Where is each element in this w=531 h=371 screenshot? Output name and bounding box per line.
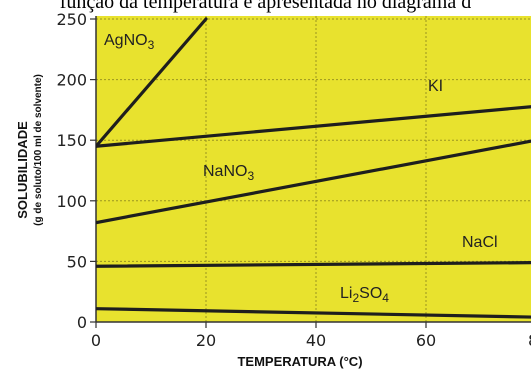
x-tick-label: 60 <box>416 331 436 350</box>
series-line-nano3 <box>96 139 531 225</box>
x-tick-label: 20 <box>196 331 216 350</box>
x-tick-label: 40 <box>306 331 326 350</box>
header-caption: função da temperatura e apresentada no d… <box>59 0 472 13</box>
series-label-ki: KI <box>428 78 443 95</box>
grid <box>96 16 531 322</box>
axes <box>90 16 531 328</box>
series-label-nacl: NaCl <box>462 234 498 251</box>
series-line-nacl <box>96 261 531 268</box>
series-label-li2so4: Li2SO4 <box>340 285 389 305</box>
y-tick-label: 100 <box>56 192 87 211</box>
y-tick-label: 0 <box>77 313 87 332</box>
y-tick-label: 50 <box>67 252 87 271</box>
tick-labels: 0 50 100 150 200 250 0 20 40 60 80 <box>56 10 531 350</box>
series-line-agno3 <box>96 17 208 148</box>
plot-area <box>96 16 531 322</box>
y-tick-label: 200 <box>56 71 87 90</box>
x-tick-label: 0 <box>91 331 101 350</box>
series-line-li2so4 <box>96 307 531 319</box>
y-axis-title: SOLUBILIDADE <box>15 121 30 219</box>
series-label-agno3: AgNO3 <box>104 32 155 52</box>
series-label-nano3: NaNO3 <box>203 163 254 183</box>
series-line-ki <box>96 105 531 148</box>
y-tick-label: 250 <box>56 10 87 29</box>
x-axis-title: TEMPERATURA (°C) <box>237 354 362 369</box>
y-axis-subtitle: (g de soluto/100 ml de solvente) <box>33 74 44 226</box>
y-tick-label: 150 <box>56 131 87 150</box>
series-labels: AgNO3 KI NaNO3 NaCl Li2SO4 <box>104 32 498 305</box>
x-tick-label: 80 <box>528 331 531 350</box>
series-group <box>96 17 531 319</box>
